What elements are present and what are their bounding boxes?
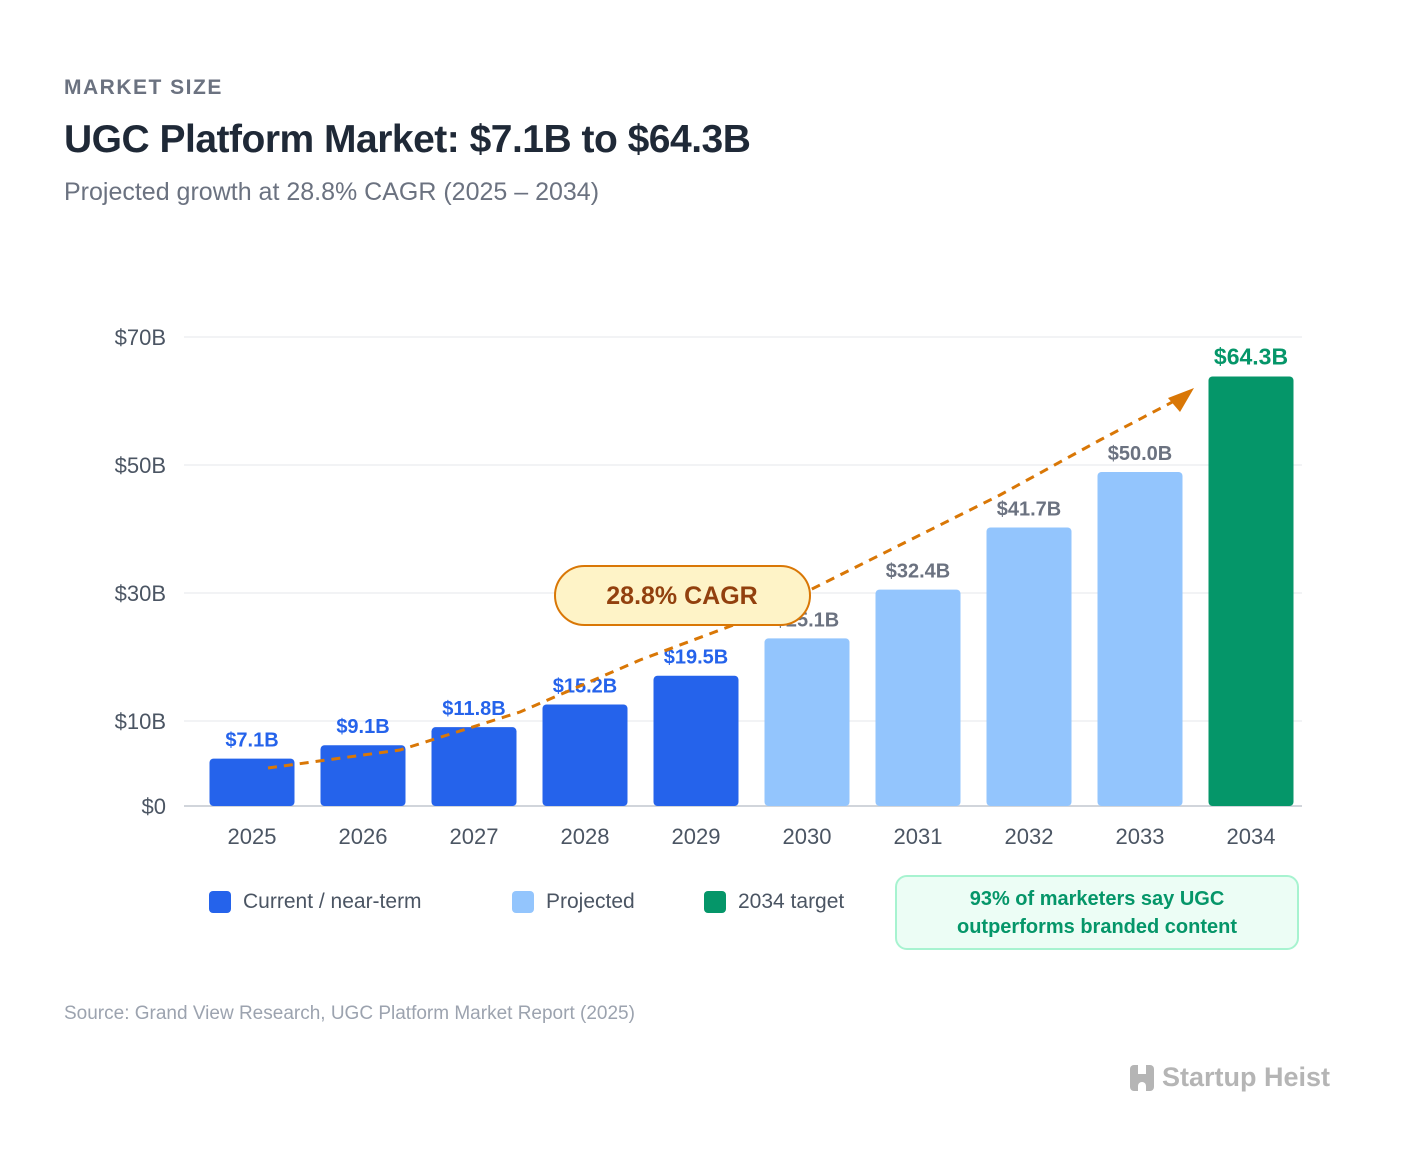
x-tick-label: 2028 bbox=[561, 824, 610, 849]
data-label: $11.8B bbox=[442, 698, 505, 720]
logo-icon bbox=[1130, 1064, 1154, 1091]
bar-2034 bbox=[1208, 376, 1294, 806]
legend-item-current: Current / near-term bbox=[209, 890, 422, 914]
eyebrow: MARKET SIZE bbox=[64, 76, 223, 99]
bar-2028 bbox=[542, 704, 628, 806]
x-tick-label: 2032 bbox=[1005, 824, 1054, 849]
cagr-badge bbox=[554, 565, 811, 626]
y-tick-label: $50B bbox=[115, 453, 166, 478]
chart-subtitle: Projected growth at 28.8% CAGR (2025 – 2… bbox=[64, 178, 600, 206]
y-tick-label: $0 bbox=[142, 794, 166, 819]
data-label: $19.5B bbox=[664, 647, 729, 669]
x-tick-label: 2034 bbox=[1227, 824, 1276, 849]
legend-item-projected: Projected bbox=[512, 890, 635, 914]
legend-label: Current / near-term bbox=[243, 890, 422, 913]
y-tick-label: $30B bbox=[115, 581, 166, 606]
y-tick-label: $10B bbox=[115, 709, 166, 734]
x-tick-label: 2027 bbox=[450, 824, 499, 849]
legend-swatch-current bbox=[209, 891, 231, 913]
trend-arrowhead-icon bbox=[1168, 388, 1194, 412]
x-tick-label: 2026 bbox=[339, 824, 388, 849]
x-tick-label: 2029 bbox=[672, 824, 721, 849]
chart-title: UGC Platform Market: $7.1B to $64.3B bbox=[64, 118, 751, 161]
legend-item-target: 2034 target bbox=[704, 890, 844, 914]
data-label: $50.0B bbox=[1108, 443, 1173, 465]
bar-2031 bbox=[875, 589, 961, 806]
y-tick-label: $70B bbox=[115, 325, 166, 350]
data-label: $9.1B bbox=[336, 716, 389, 738]
x-tick-label: 2033 bbox=[1116, 824, 1165, 849]
bar-2030 bbox=[764, 638, 850, 806]
legend-label: Projected bbox=[546, 890, 635, 913]
logo-text: Startup Heist bbox=[1162, 1062, 1331, 1092]
bar-2027 bbox=[431, 727, 517, 806]
data-label: $64.3B bbox=[1214, 343, 1288, 369]
callout-line-1: 93% of marketers say UGC bbox=[969, 887, 1225, 910]
legend-swatch-projected bbox=[512, 891, 534, 913]
bar-2029 bbox=[653, 675, 739, 806]
logo: Startup Heist bbox=[1130, 1062, 1330, 1093]
callout-box: 93% of marketers say UGC outperforms bran… bbox=[895, 875, 1299, 950]
bar-2026 bbox=[320, 745, 406, 806]
data-label: $32.4B bbox=[886, 561, 951, 583]
x-tick-label: 2025 bbox=[228, 824, 277, 849]
data-label: $7.1B bbox=[225, 730, 278, 752]
data-label: $41.7B bbox=[997, 498, 1062, 520]
bar-2033 bbox=[1097, 472, 1183, 806]
x-tick-label: 2031 bbox=[894, 824, 943, 849]
bar-2025 bbox=[209, 758, 295, 806]
legend-label: 2034 target bbox=[738, 890, 845, 913]
callout-line-2: outperforms branded content bbox=[956, 915, 1237, 938]
cagr-badge-label: 28.8% CAGR bbox=[606, 582, 757, 610]
source-note: Source: Grand View Research, UGC Platfor… bbox=[64, 1003, 635, 1024]
legend-swatch-target bbox=[704, 891, 726, 913]
x-tick-label: 2030 bbox=[783, 824, 832, 849]
bar-2032 bbox=[986, 527, 1072, 806]
